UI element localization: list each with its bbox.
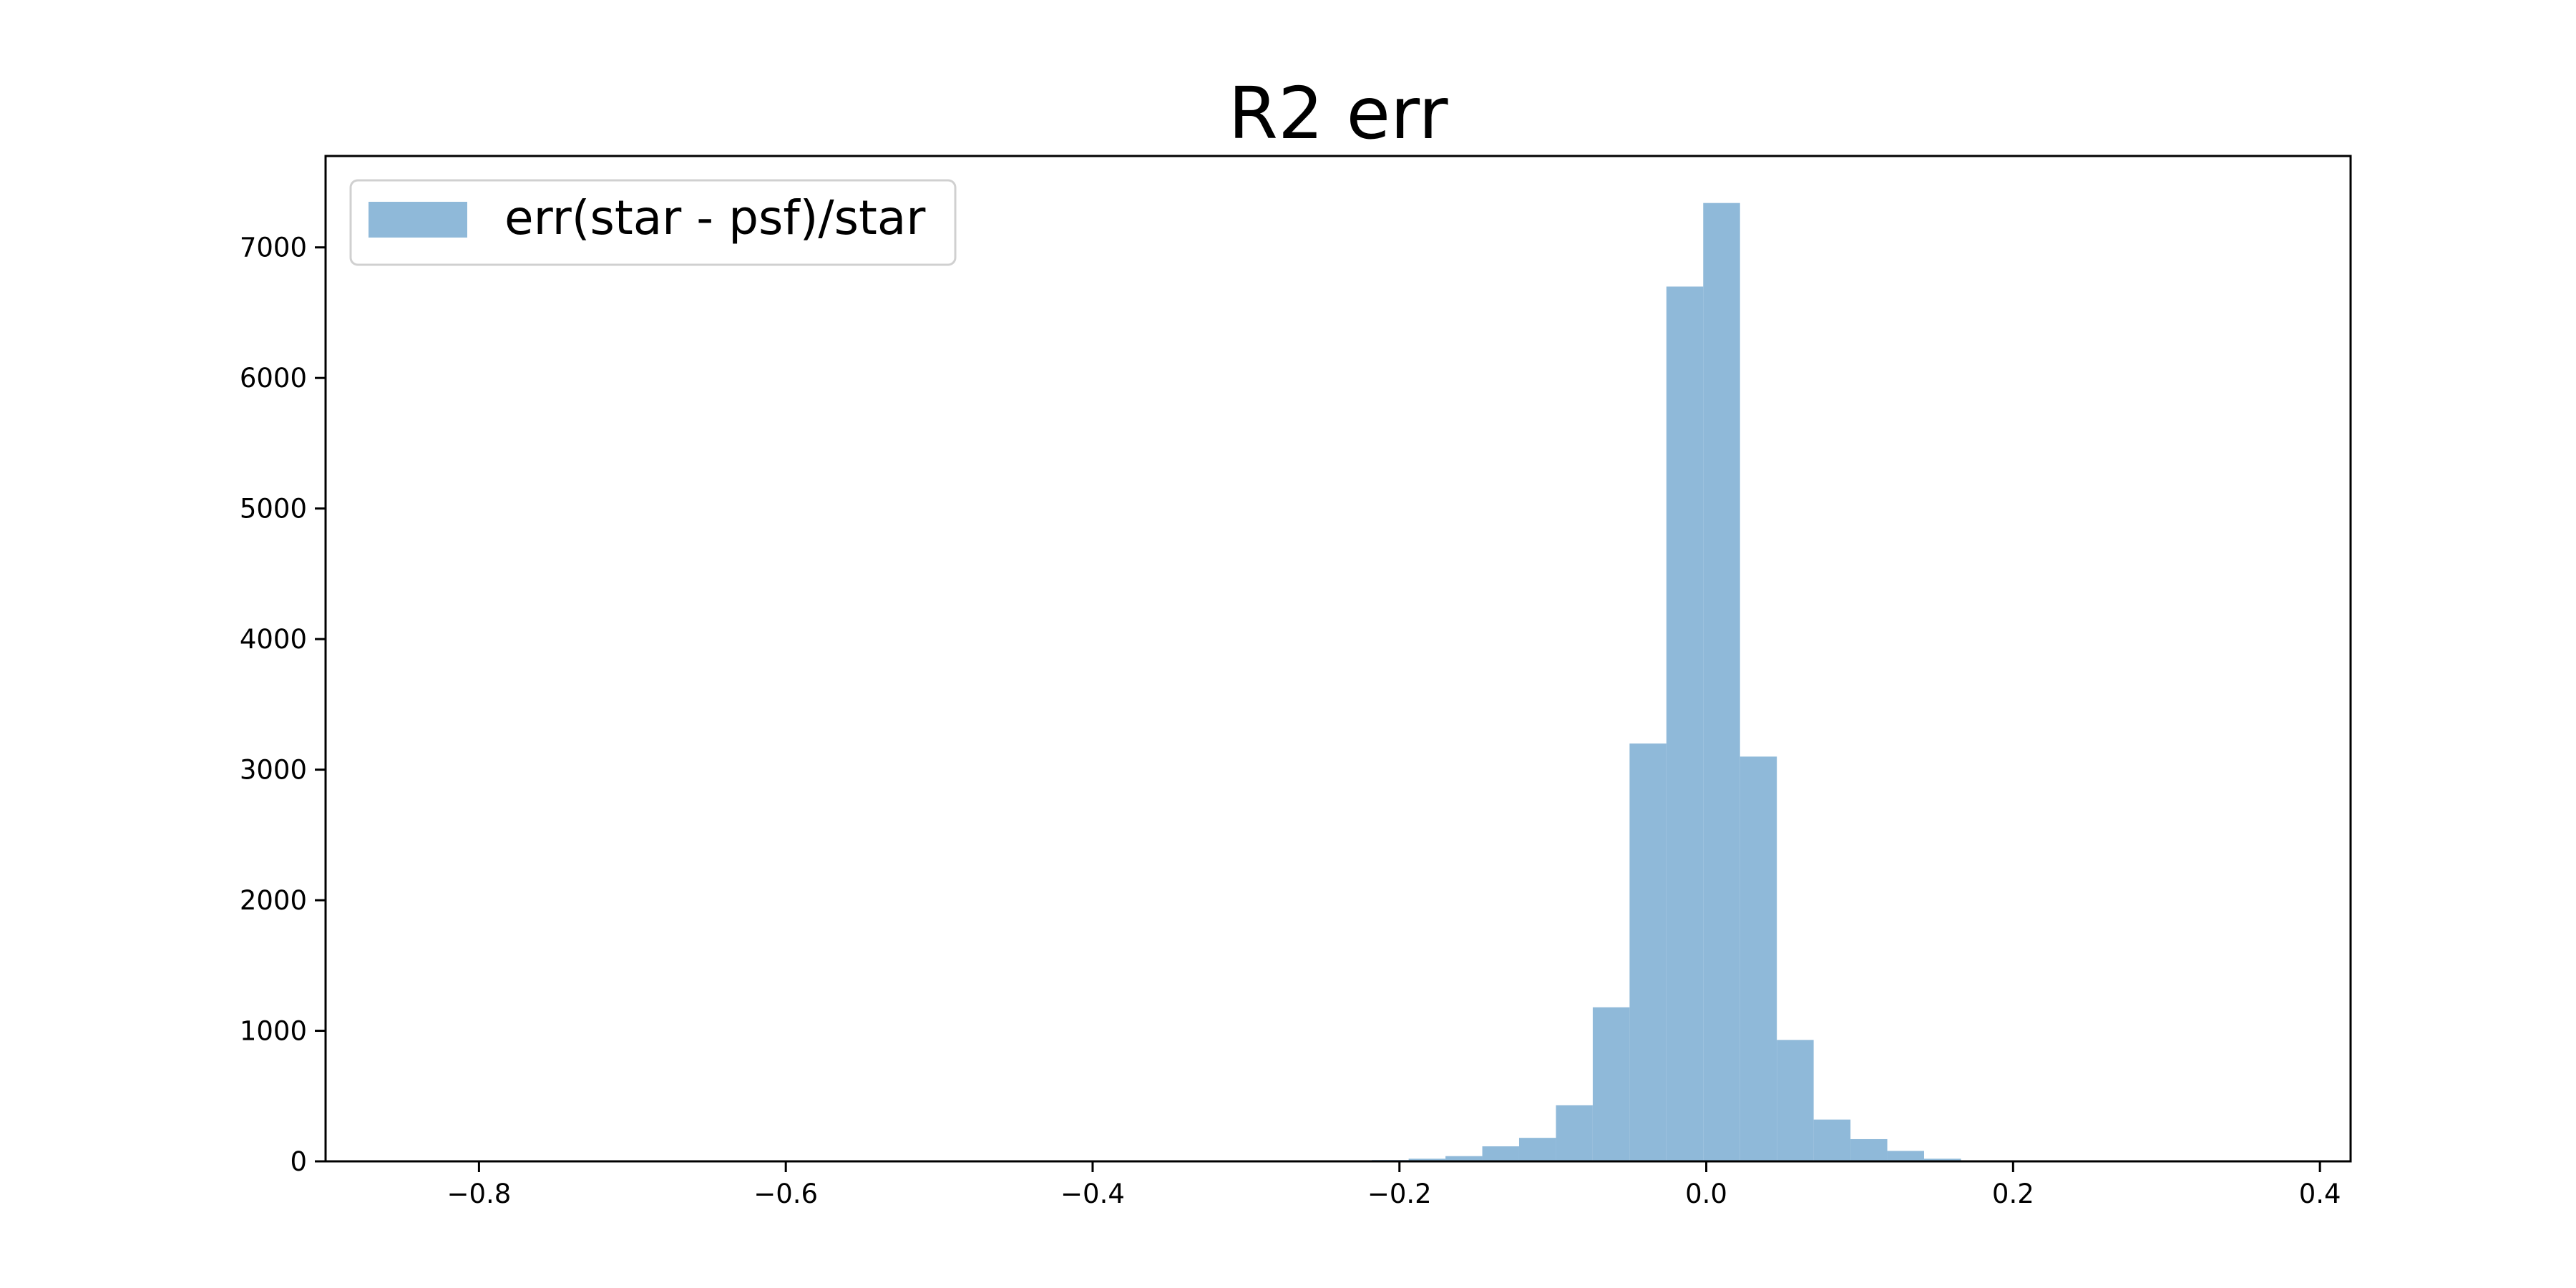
y-tick-label: 7000 bbox=[240, 233, 307, 263]
legend-label: err(star - psf)/star bbox=[504, 190, 926, 245]
histogram-bars bbox=[1335, 203, 1998, 1161]
y-axis: 0 1000 2000 3000 4000 5000 6000 7000 bbox=[240, 233, 326, 1177]
x-tick-label: −0.8 bbox=[447, 1179, 511, 1209]
x-tick-label: 0.2 bbox=[1992, 1179, 2034, 1209]
histogram-bar bbox=[1482, 1146, 1519, 1161]
y-tick-label: 4000 bbox=[240, 624, 307, 655]
histogram-bar bbox=[1408, 1158, 1446, 1161]
histogram-bar bbox=[1518, 1138, 1556, 1161]
x-axis: −0.8 −0.6 −0.4 −0.2 0.0 0.2 0.4 bbox=[447, 1161, 2341, 1209]
legend-swatch bbox=[369, 202, 467, 238]
histogram-bar bbox=[1556, 1105, 1593, 1161]
chart-title: R2 err bbox=[1229, 72, 1449, 155]
x-tick-label: 0.0 bbox=[1685, 1179, 1727, 1209]
x-tick-label: −0.2 bbox=[1367, 1179, 1432, 1209]
histogram-bar bbox=[1923, 1158, 1961, 1161]
y-tick-label: 2000 bbox=[240, 885, 307, 916]
histogram-bar bbox=[1703, 203, 1740, 1161]
y-tick-label: 3000 bbox=[240, 755, 307, 786]
y-tick-label: 0 bbox=[290, 1146, 307, 1177]
histogram-bar bbox=[1629, 743, 1667, 1161]
histogram-bar bbox=[1740, 756, 1777, 1161]
y-tick-label: 5000 bbox=[240, 494, 307, 525]
histogram-bar bbox=[1887, 1151, 1924, 1161]
x-tick-label: −0.4 bbox=[1060, 1179, 1125, 1209]
x-tick-label: 0.4 bbox=[2299, 1179, 2341, 1209]
histogram-bar bbox=[1777, 1040, 1814, 1161]
histogram-bar bbox=[1850, 1138, 1888, 1161]
y-tick-label: 1000 bbox=[240, 1016, 307, 1047]
y-tick-label: 6000 bbox=[240, 363, 307, 394]
histogram-bar bbox=[1445, 1156, 1483, 1161]
histogram-bar bbox=[1592, 1007, 1630, 1161]
legend: err(star - psf)/star bbox=[349, 179, 957, 266]
plot-frame bbox=[324, 155, 2352, 1163]
histogram-bar bbox=[1813, 1119, 1851, 1161]
histogram-bar bbox=[1666, 286, 1704, 1161]
legend-box bbox=[349, 179, 957, 266]
x-tick-label: −0.6 bbox=[753, 1179, 818, 1209]
